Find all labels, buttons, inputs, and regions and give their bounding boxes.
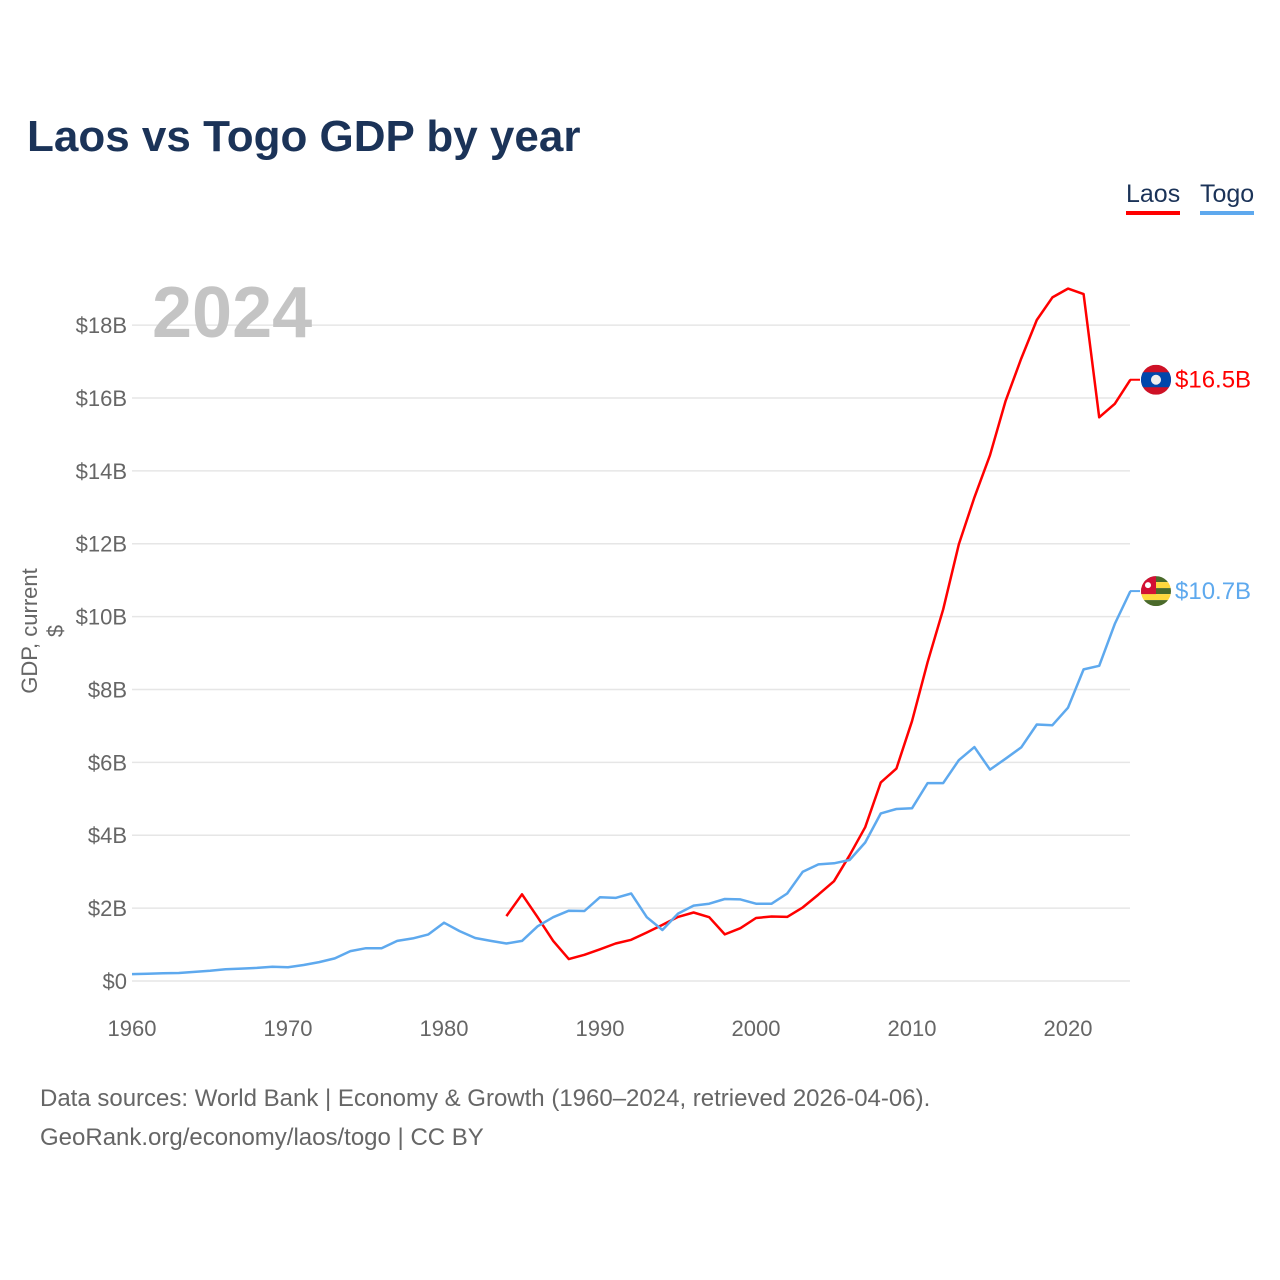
x-tick-label: 2020 — [1044, 1016, 1093, 1041]
y-tick-label: $18B — [76, 313, 127, 338]
y-tick-label: $14B — [76, 459, 127, 484]
chart-title: Laos vs Togo GDP by year — [27, 112, 581, 161]
legend-item-laos[interactable]: Laos — [1126, 180, 1181, 215]
series-line-togo — [131, 590, 1132, 976]
legend-item-togo[interactable]: Togo — [1200, 180, 1255, 215]
flag-disc — [1151, 374, 1161, 385]
year-badge: 2024 — [152, 273, 313, 353]
end-value-label: $16.5B — [1175, 367, 1251, 394]
y-tick-label: $12B — [76, 532, 127, 557]
x-tick-label: 2010 — [888, 1016, 937, 1041]
flag-body — [1141, 576, 1171, 607]
y-tick-label: $4B — [88, 823, 127, 848]
source-link[interactable]: GeoRank.org/economy/laos/togo | CC BY — [40, 1124, 484, 1151]
x-tick-label: 1970 — [264, 1016, 313, 1041]
end-value-label: $10.7B — [1175, 578, 1251, 605]
x-tick-label: 1960 — [108, 1016, 157, 1041]
series-line-laos — [505, 287, 1132, 961]
x-tick-label: 2000 — [732, 1016, 781, 1041]
y-tick-label: $0 — [103, 969, 127, 994]
flag-star — [1145, 582, 1151, 589]
flag-body — [1141, 364, 1171, 395]
togo-flag-icon — [1141, 576, 1171, 607]
laos-flag-icon — [1141, 364, 1171, 395]
y-axis-label: GDP, current $ — [17, 568, 68, 694]
source-note: Data sources: World Bank | Economy & Gro… — [40, 1085, 931, 1112]
x-tick-label: 1990 — [576, 1016, 625, 1041]
y-tick-label: $8B — [88, 677, 127, 702]
y-tick-label: $16B — [76, 386, 127, 411]
x-tick-label: 1980 — [420, 1016, 469, 1041]
y-tick-label: $6B — [88, 750, 127, 775]
flag-stripe — [1141, 594, 1171, 601]
flag-stripe — [1141, 600, 1171, 607]
y-tick-label: $10B — [76, 605, 127, 630]
y-tick-label: $2B — [88, 896, 127, 921]
